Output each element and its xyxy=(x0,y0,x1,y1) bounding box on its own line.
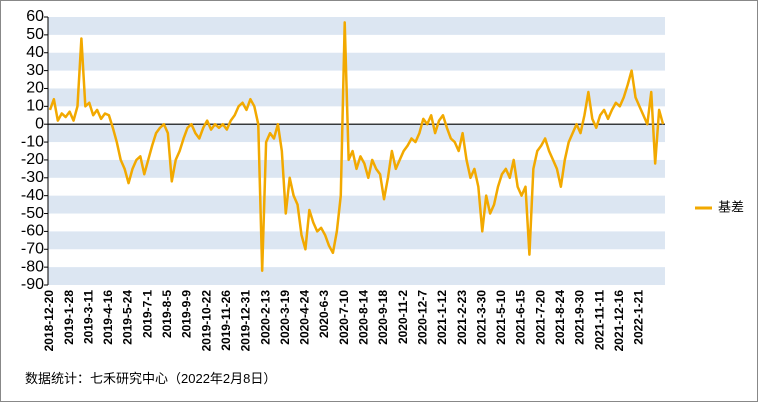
grid-band xyxy=(48,17,665,35)
y-tick-label: 60 xyxy=(26,8,44,25)
x-tick-label: 2019-10-22 xyxy=(199,290,213,352)
y-tick-label: 0 xyxy=(35,115,44,132)
x-tick-label: 2021-1-12 xyxy=(435,290,449,345)
grid-band xyxy=(48,88,665,107)
grid-band xyxy=(48,52,665,71)
x-tick-label: 2021-2-23 xyxy=(455,290,469,345)
x-tick-label: 2020-3-19 xyxy=(278,290,292,345)
grid-band xyxy=(48,231,665,250)
legend-label: 基差 xyxy=(718,199,744,214)
x-tick-label: 2021-5-10 xyxy=(494,290,508,345)
x-tick-label: 2021-6-15 xyxy=(514,290,528,345)
x-tick-label: 2020-8-14 xyxy=(357,290,371,345)
x-tick-label: 2019-1-28 xyxy=(62,290,76,345)
y-tick-label: 30 xyxy=(26,62,44,79)
y-tick-label: 20 xyxy=(26,80,44,97)
y-tick-label: -80 xyxy=(21,258,44,275)
x-tick-label: 2021-9-30 xyxy=(573,290,587,345)
y-tick-label: -60 xyxy=(21,223,44,240)
x-tick-label: 2020-7-10 xyxy=(337,290,351,345)
y-tick-label: -90 xyxy=(21,276,44,293)
y-tick-label: -40 xyxy=(21,187,44,204)
x-tick-label: 2019-9-9 xyxy=(180,290,194,338)
x-tick-label: 2021-11-11 xyxy=(592,290,606,350)
x-tick-label: 2020-12-7 xyxy=(415,290,429,345)
x-tick-label: 2021-7-20 xyxy=(533,290,547,345)
series-line xyxy=(48,21,665,272)
x-tick-label: 2020-4-24 xyxy=(298,290,312,345)
y-tick-label: 40 xyxy=(26,44,44,61)
x-tick-label: 2021-12-16 xyxy=(612,290,626,352)
x-tick-label: 2022-1-21 xyxy=(632,290,646,345)
x-tick-label: 2019-12-31 xyxy=(239,290,253,352)
grid-band xyxy=(48,195,665,214)
x-tick-label: 2019-3-11 xyxy=(81,290,95,344)
y-tick-label: -30 xyxy=(21,169,44,186)
x-tick-label: 2020-2-13 xyxy=(258,290,272,345)
y-tick-label: -50 xyxy=(21,205,44,222)
x-tick-label: 2019-5-24 xyxy=(121,290,135,345)
x-tick-label: 2020-11-2 xyxy=(396,290,410,344)
x-tick-label: 2019-7-1 xyxy=(140,290,154,338)
grid-band xyxy=(48,267,665,285)
y-tick-label: 50 xyxy=(26,26,44,43)
x-tick-label: 2021-8-24 xyxy=(553,290,567,345)
x-tick-label: 2021-3-30 xyxy=(474,290,488,345)
y-tick-label: -70 xyxy=(21,240,44,257)
x-tick-label: 2020-6-3 xyxy=(317,290,331,338)
x-tick-label: 2019-4-16 xyxy=(101,290,115,345)
x-tick-label: 2020-9-18 xyxy=(376,290,390,345)
y-tick-label: -20 xyxy=(21,151,44,168)
y-tick-label: -10 xyxy=(21,133,44,150)
source-note: 数据统计：七禾研究中心（2022年2月8日） xyxy=(25,371,276,386)
x-tick-label: 2019-8-5 xyxy=(160,290,174,338)
x-tick-label: 2018-12-20 xyxy=(42,290,56,352)
x-tick-label: 2019-11-26 xyxy=(219,290,233,351)
y-tick-label: 10 xyxy=(26,98,44,115)
